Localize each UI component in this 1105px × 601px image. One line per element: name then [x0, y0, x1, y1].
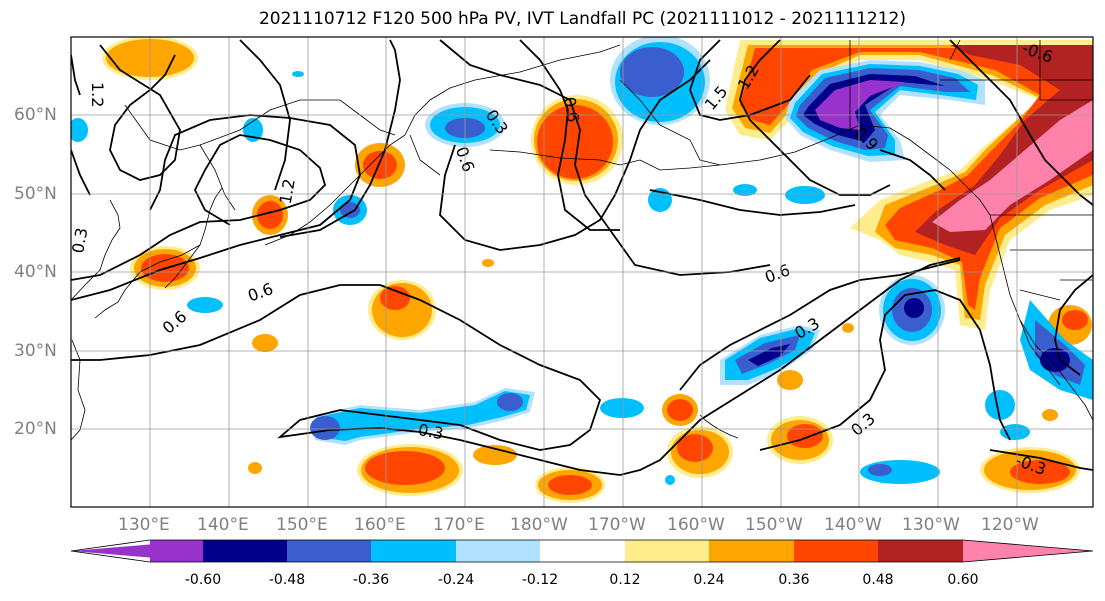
colorbar-segment — [794, 540, 878, 562]
colorbar-segment — [287, 540, 371, 562]
lat-label-30n: 30°N — [14, 341, 57, 361]
contour-label: 0.3 — [417, 420, 445, 443]
lon-label: 160°E — [354, 515, 406, 535]
lon-label: 130°E — [118, 515, 170, 535]
lat-label-40n: 40°N — [14, 262, 57, 282]
colorbar — [70, 539, 1094, 563]
colorbar-tick-label: -0.60 — [184, 572, 222, 588]
lon-label: 140°E — [197, 515, 249, 535]
colorbar-tick-label: -0.48 — [268, 572, 306, 588]
lon-label: 150°W — [745, 515, 803, 535]
bering-warm-blob — [531, 95, 623, 185]
graticule — [71, 37, 1093, 507]
colorbar-segment — [456, 540, 540, 562]
map-border — [70, 36, 1094, 508]
colorbar-tick-label: 0.60 — [947, 572, 979, 588]
lon-label: 120°W — [981, 515, 1039, 535]
colorbar-tick-label: 0.12 — [609, 572, 641, 588]
colorbar-tick-label: -0.36 — [352, 572, 390, 588]
shaded-fields: 1.2 1.2 1.5 1.2 -0.6 0.3 0.6 0.6 0.9 0.6… — [68, 37, 1093, 507]
colorbar-tick-label: 0.24 — [693, 572, 725, 588]
lon-label: 150°E — [276, 515, 328, 535]
lon-label: 180°W — [510, 515, 568, 535]
map-title: 2021110712 F120 500 hPa PV, IVT Landfall… — [258, 9, 906, 29]
colorbar-tick-label: -0.12 — [521, 572, 559, 588]
pv-contours — [71, 39, 1093, 476]
colorbar-segment — [203, 540, 287, 562]
lat-label-20n: 20°N — [14, 419, 57, 439]
contour-label: 1.2 — [88, 82, 107, 107]
colorbar-outline — [70, 539, 1094, 563]
colorbar-extend-max — [963, 540, 1093, 562]
contour-label: 0.6 — [560, 95, 583, 123]
colorbar-segment — [709, 540, 794, 562]
lon-label: 160°W — [667, 515, 725, 535]
colorbar-segment — [878, 540, 963, 562]
lat-label-50n: 50°N — [14, 184, 57, 204]
colorbar-tick-label: 0.36 — [778, 572, 810, 588]
lon-label: 170°W — [588, 515, 646, 535]
colorbar-segment — [625, 540, 709, 562]
lon-label: 140°W — [824, 515, 882, 535]
contour-label: 1.2 — [276, 177, 299, 205]
colorbar-tick-label: -0.24 — [437, 572, 475, 588]
colorbar-segment — [540, 540, 625, 562]
colorbar-segment — [371, 540, 456, 562]
lat-label-60n: 60°N — [14, 105, 57, 125]
colorbar-segment — [150, 540, 203, 562]
contour-label: 0.3 — [68, 226, 91, 254]
colorbar-tick-label: 0.48 — [862, 572, 894, 588]
lon-label: 130°W — [902, 515, 960, 535]
lon-label: 170°E — [433, 515, 485, 535]
